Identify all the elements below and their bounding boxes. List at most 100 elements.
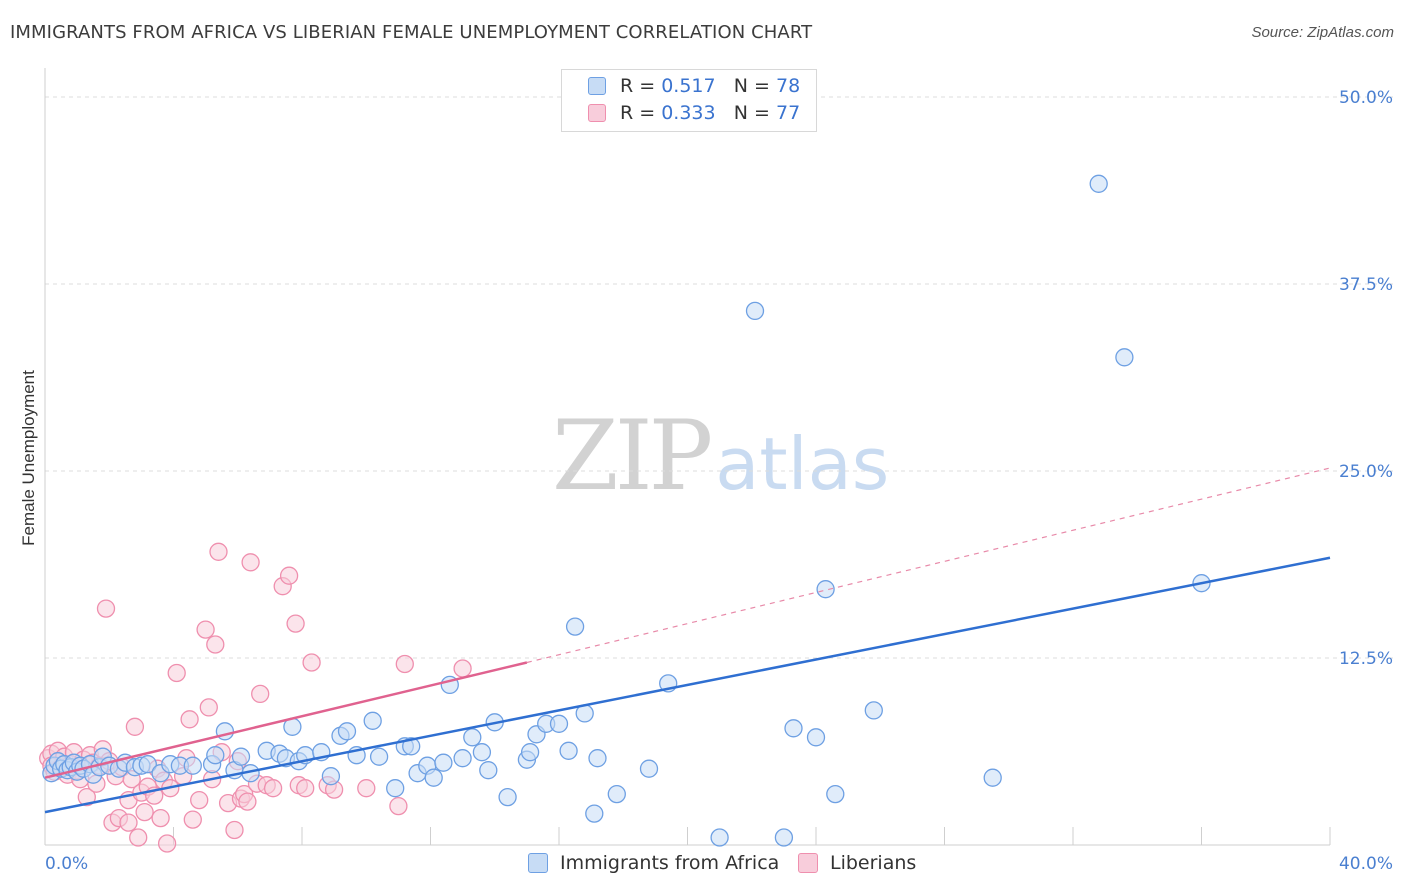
- source-label: Source: ZipAtlas.com: [1251, 24, 1394, 41]
- data-point: [826, 784, 845, 804]
- data-point: [238, 792, 257, 811]
- data-point: [190, 790, 209, 810]
- data-point: [135, 802, 154, 822]
- data-point: [453, 659, 472, 678]
- legend-r-value-liberians: 0.333: [661, 102, 716, 124]
- data-point: [129, 828, 148, 847]
- data-point: [745, 301, 765, 321]
- data-point: [296, 779, 315, 798]
- tick-labels: 12.5% 25.0% 37.5% 50.0% 0.0% 40.0%: [45, 88, 1393, 874]
- data-point: [363, 711, 382, 730]
- data-point: [983, 768, 1002, 787]
- legend-r-value-africa: 0.517: [661, 75, 716, 97]
- data-point: [402, 737, 421, 756]
- data-point: [479, 761, 498, 780]
- data-point: [125, 717, 145, 736]
- data-point: [453, 749, 472, 768]
- data-point: [1115, 348, 1134, 367]
- data-points: [39, 174, 1211, 853]
- y-axis-label: Female Unemployment: [19, 370, 38, 546]
- data-point: [565, 617, 585, 636]
- data-point: [151, 808, 170, 828]
- x-tick-label-max: 40.0%: [1339, 854, 1393, 874]
- data-point: [549, 714, 569, 733]
- trend-line-africa: [44, 556, 1331, 814]
- data-point: [180, 710, 199, 729]
- data-point: [784, 719, 803, 738]
- data-point: [279, 566, 299, 585]
- trend-lines: [44, 467, 1331, 814]
- series-immigrants-from-africa: [42, 174, 1211, 847]
- data-point: [199, 698, 218, 717]
- data-point: [639, 759, 659, 778]
- bottom-legend-swatch-africa: [528, 853, 548, 873]
- data-point: [520, 743, 540, 762]
- data-point: [206, 635, 225, 654]
- data-point: [183, 756, 202, 775]
- data-point: [588, 749, 607, 768]
- data-point: [225, 820, 244, 840]
- data-point: [774, 828, 794, 847]
- correlation-legend: R = 0.517 N = 78 R = 0.333 N = 77: [561, 69, 817, 132]
- zipatlas-watermark: ZIPatlas: [552, 400, 889, 512]
- data-point: [157, 834, 177, 853]
- data-point: [472, 743, 492, 762]
- data-point: [434, 753, 453, 772]
- data-point: [864, 701, 883, 720]
- legend-stats-africa: R = 0.517 N = 78: [620, 75, 801, 97]
- axes: [44, 68, 1331, 846]
- data-point: [77, 787, 96, 807]
- data-point: [710, 828, 729, 847]
- legend-swatch-africa: [588, 77, 606, 95]
- legend-n-value-liberians: 77: [775, 102, 801, 124]
- data-point: [196, 620, 215, 639]
- data-point: [369, 747, 389, 766]
- data-point: [286, 614, 305, 633]
- x-tick-label-min: 0.0%: [45, 854, 88, 874]
- data-point: [206, 746, 225, 765]
- data-point: [119, 813, 138, 832]
- data-point: [231, 747, 251, 766]
- chart-title: IMMIGRANTS FROM AFRICA VS LIBERIAN FEMAL…: [10, 22, 813, 43]
- legend-swatch-liberians: [588, 104, 606, 122]
- data-point: [424, 768, 443, 787]
- data-point: [167, 663, 186, 683]
- data-point: [302, 653, 321, 672]
- data-point: [395, 654, 414, 674]
- data-point: [498, 787, 517, 807]
- data-point: [559, 741, 578, 760]
- y-tick-label: 50.0%: [1339, 88, 1393, 108]
- y-tick-label: 12.5%: [1339, 649, 1393, 669]
- data-point: [96, 599, 116, 618]
- data-point: [806, 728, 826, 747]
- bottom-legend-label-liberians: Liberians: [830, 852, 917, 874]
- series-liberians: [39, 542, 472, 853]
- grid: [45, 96, 1395, 659]
- legend-stats-liberians: R = 0.333 N = 77: [620, 102, 801, 124]
- data-point: [337, 722, 357, 741]
- trend-line-liberians: [44, 661, 528, 779]
- data-point: [263, 779, 283, 798]
- data-point: [585, 804, 604, 823]
- data-point: [463, 728, 482, 747]
- watermark-atlas: atlas: [715, 422, 890, 506]
- data-point: [389, 796, 408, 816]
- data-point: [321, 767, 341, 786]
- data-point: [241, 553, 260, 572]
- data-point: [209, 542, 228, 561]
- trend-line-liberians-extension: [526, 467, 1331, 664]
- y-tick-label: 25.0%: [1339, 462, 1393, 482]
- bottom-legend-swatch-liberians: [798, 853, 818, 873]
- data-point: [386, 779, 405, 798]
- watermark-zip: ZIP: [552, 400, 713, 512]
- data-point: [183, 810, 202, 829]
- y-tick-label: 37.5%: [1339, 275, 1393, 295]
- data-point: [251, 684, 270, 704]
- bottom-legend-label-africa: Immigrants from Africa: [560, 852, 780, 874]
- data-point: [816, 580, 835, 599]
- data-point: [1089, 174, 1108, 193]
- data-point: [607, 784, 626, 804]
- data-point: [357, 779, 376, 798]
- data-point: [138, 755, 157, 774]
